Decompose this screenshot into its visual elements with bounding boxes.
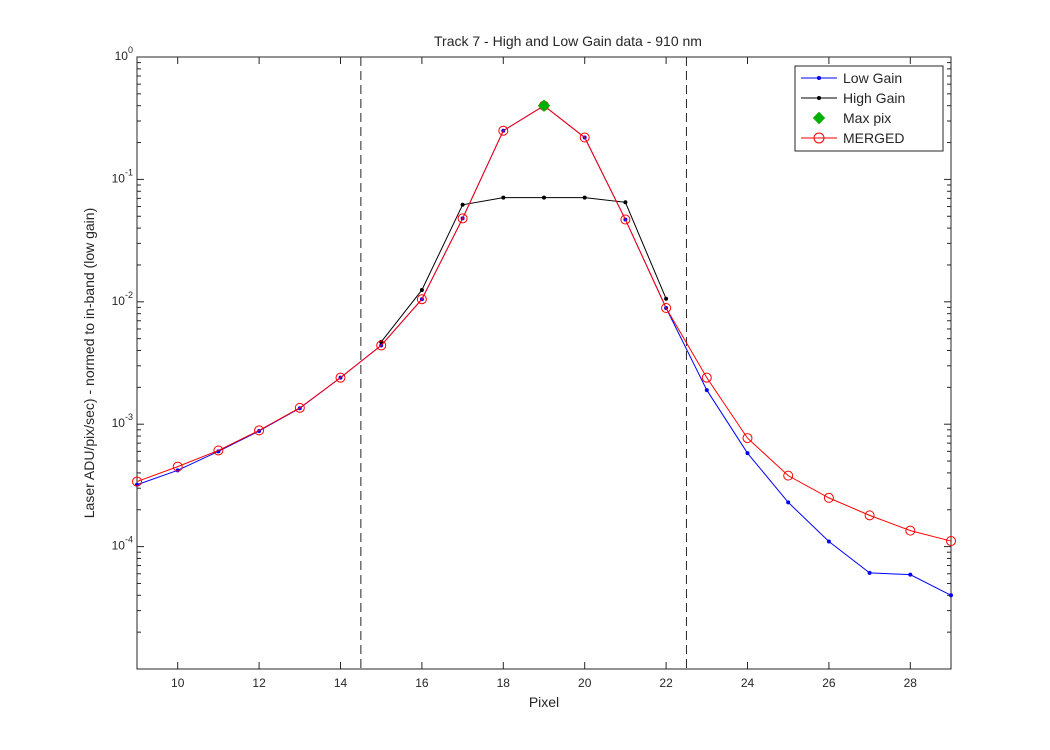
x-tick-label: 12: [252, 676, 266, 690]
axes-box: [136, 56, 952, 670]
legend-entry: Max pix: [812, 110, 891, 126]
data-point: [457, 213, 468, 224]
x-tick-label: 28: [904, 676, 918, 690]
y-tick-base: 10: [112, 539, 126, 553]
x-tick-label: 24: [741, 676, 755, 690]
y-axis-label: Laser ADU/pix/sec) - normed to in-band (…: [81, 208, 97, 518]
legend-marker: [817, 76, 821, 80]
data-point: [542, 195, 546, 200]
data-point: [864, 510, 875, 521]
y-tick-exponent: -3: [125, 412, 133, 422]
y-tick-base: 10: [112, 294, 126, 308]
series-line: [380, 197, 667, 343]
data-point: [419, 287, 424, 292]
data-point: [175, 468, 180, 473]
data-point: [376, 340, 387, 351]
data-point: [623, 200, 628, 205]
legend-marker: [812, 111, 826, 125]
y-tick-exponent: -1: [125, 167, 133, 177]
y-tick-base: 10: [115, 49, 129, 63]
y-tick-exponent: -2: [125, 290, 133, 300]
data-point: [460, 202, 465, 207]
data-point: [742, 433, 753, 444]
y-tick-label: 10-1: [112, 167, 133, 185]
y-tick-exponent: 0: [128, 45, 133, 55]
data-point: [786, 500, 791, 505]
legend-label: Low Gain: [843, 70, 902, 86]
data-point: [501, 195, 506, 200]
data-point: [867, 570, 872, 575]
data-point: [905, 525, 916, 536]
y-tick-label: 10-2: [112, 290, 133, 308]
y-tick-base: 10: [112, 416, 126, 430]
series-max-pix: [537, 99, 551, 112]
data-point: [254, 425, 265, 436]
data-point: [132, 476, 142, 487]
data-point: [579, 132, 590, 143]
data-point: [826, 539, 831, 544]
y-tick-label: 10-4: [112, 535, 133, 553]
data-point: [213, 445, 224, 456]
data-point: [946, 536, 956, 547]
data-point: [783, 470, 794, 481]
legend-box: [794, 65, 944, 152]
legend-label: High Gain: [843, 90, 905, 106]
data-point: [701, 372, 712, 383]
chart-title: Track 7 - High and Low Gain data - 910 n…: [434, 33, 702, 49]
data-point: [908, 572, 913, 577]
data-point: [172, 461, 183, 472]
legend-entry: High Gain: [801, 90, 905, 106]
x-tick-label: 26: [822, 676, 836, 690]
x-tick-label: 18: [497, 676, 511, 690]
y-tick-base: 10: [112, 171, 126, 185]
y-tick-label: 100: [115, 45, 133, 63]
x-tick-label: 16: [415, 676, 429, 690]
legend-marker: [813, 132, 825, 144]
y-tick-exponent: -4: [125, 535, 133, 545]
data-point: [661, 302, 672, 313]
legend-entry: MERGED: [801, 130, 904, 146]
legend: Low Gain High Gain Max pix MERGED: [794, 65, 944, 152]
data-point: [498, 125, 509, 136]
data-point: [664, 296, 669, 301]
data-point: [294, 402, 305, 413]
x-tick-label: 14: [334, 676, 348, 690]
data-point: [582, 195, 587, 200]
legend-label: MERGED: [843, 130, 904, 146]
y-tick-label: 10-3: [112, 412, 133, 430]
legend-entry: Low Gain: [801, 70, 902, 86]
legend-marker: [817, 96, 821, 100]
data-point: [416, 294, 427, 305]
x-tick-label: 20: [578, 676, 592, 690]
x-axis-label: Pixel: [529, 694, 559, 710]
data-point: [620, 214, 631, 225]
x-tick-label: 10: [171, 676, 185, 690]
data-point: [537, 99, 551, 112]
data-point: [949, 593, 953, 598]
x-tick-label: 22: [659, 676, 673, 690]
data-point: [823, 492, 834, 503]
data-point: [745, 451, 750, 456]
legend-label: Max pix: [843, 110, 891, 126]
data-point: [704, 388, 709, 393]
data-point: [335, 372, 346, 383]
